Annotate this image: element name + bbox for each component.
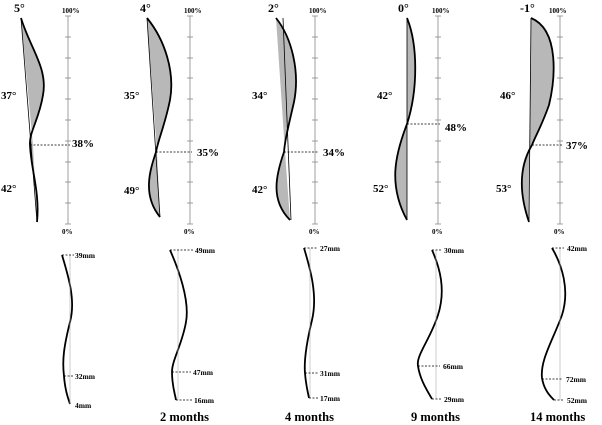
panel-2: 4° 100% 0% 35% 35° 49° 49mm 47mm 16mm 2 … xyxy=(124,1,219,424)
panel-2-chord xyxy=(146,17,161,218)
panel-4-lower-angle: 52° xyxy=(373,183,388,195)
panel-2-trace xyxy=(169,249,188,401)
panel-1-scale-ticks xyxy=(65,15,71,225)
panel-5-mm-mid: 72mm xyxy=(566,375,587,384)
panel-1: 5° 100% 0% 38% 37° 42° 39mm 32mm 4mm xyxy=(1,1,96,410)
panel-1-top-angle: 5° xyxy=(14,1,25,15)
panel-5-scale-bottom: 0% xyxy=(554,228,565,236)
panel-3-curve-area xyxy=(276,18,296,220)
panel-3: 2° 100% 0% 34% 34° 42° 27mm 31mm 17mm 4 … xyxy=(252,1,345,424)
panel-3-month-label: 4 months xyxy=(285,410,334,424)
panel-3-mm-bottom: 17mm xyxy=(320,394,341,403)
panel-2-upper-angle: 35° xyxy=(124,90,139,102)
panel-5-curve-area xyxy=(521,18,554,222)
panel-5-mm-top: 42mm xyxy=(567,244,588,253)
panel-5-scale-top: 100% xyxy=(549,7,567,15)
panel-4-inflection-pct: 48% xyxy=(445,122,467,134)
panel-3-scale-ticks xyxy=(312,15,318,225)
panel-5-mm-bottom: 52mm xyxy=(567,396,588,405)
panel-2-mm-mid: 47mm xyxy=(193,368,214,377)
panel-5-inflection-pct: 37% xyxy=(566,140,588,152)
panel-5-lower-angle: 53° xyxy=(496,183,511,195)
panel-4-upper-angle: 42° xyxy=(377,90,392,102)
panel-5-top-angle: -1° xyxy=(520,1,535,15)
panel-2-mm-bottom: 16mm xyxy=(194,396,215,405)
panel-1-upper-angle: 37° xyxy=(1,90,16,102)
panel-2-mm-top: 49mm xyxy=(195,246,216,255)
panel-3-top-angle: 2° xyxy=(268,1,279,15)
panel-4-top-angle: 0° xyxy=(398,1,409,15)
panel-2-curve xyxy=(146,17,173,218)
panel-4-month-label: 9 months xyxy=(411,410,460,424)
panel-2-scale-ticks xyxy=(187,15,193,225)
panel-1-mm-mid: 32mm xyxy=(75,372,96,381)
panel-4-scale-ticks xyxy=(435,15,441,225)
panel-3-lower-angle: 42° xyxy=(252,184,267,196)
panel-4-mm-mid: 66mm xyxy=(443,362,464,371)
panel-4-mm-bottom: 29mm xyxy=(444,395,465,404)
panel-5-upper-angle: 46° xyxy=(500,90,515,102)
panel-2-inflection-pct: 35% xyxy=(197,147,219,159)
panel-1-lower-angle: 42° xyxy=(1,183,16,195)
panel-4-curve-area xyxy=(395,18,416,220)
panel-3-scale-bottom: 0% xyxy=(309,228,320,236)
panel-1-mm-bottom: 4mm xyxy=(75,401,92,410)
panel-3-mm-top: 27mm xyxy=(320,244,341,253)
panel-2-scale-bottom: 0% xyxy=(184,228,195,236)
panel-2-curve-area xyxy=(147,18,172,217)
panel-3-chord xyxy=(282,17,292,221)
panel-1-chord xyxy=(20,17,38,223)
panel-5-month-label: 14 months xyxy=(530,410,585,424)
panel-1-inflection-pct: 38% xyxy=(72,138,94,150)
panel-3-inflection-pct: 34% xyxy=(323,147,345,159)
panel-1-curve xyxy=(20,17,45,223)
panel-4-scale-top: 100% xyxy=(432,7,450,15)
panel-2-lower-angle: 49° xyxy=(124,185,139,197)
panel-5-chord xyxy=(528,17,532,223)
panel-3-upper-angle: 34° xyxy=(252,90,267,102)
panel-1-scale-bottom: 0% xyxy=(62,228,73,236)
panel-1-curve-area xyxy=(21,18,44,222)
panel-3-scale-top: 100% xyxy=(309,7,327,15)
panel-2-month-label: 2 months xyxy=(160,410,209,424)
panel-5: -1° 100% 0% 37% 46° 53° 42mm 72mm 52mm 1… xyxy=(496,1,588,424)
panel-2-top-angle: 4° xyxy=(140,1,151,15)
panel-2-scale-top: 100% xyxy=(184,7,202,15)
panel-3-trace xyxy=(303,247,316,399)
panel-4-trace xyxy=(417,249,443,400)
panel-3-mm-mid: 31mm xyxy=(320,369,341,378)
panel-5-curve xyxy=(520,17,555,223)
panel-1-scale-top: 100% xyxy=(62,7,80,15)
panel-3-curve xyxy=(275,17,297,221)
panel-1-mm-top: 39mm xyxy=(75,251,96,260)
panel-4: 0° 100% 0% 48% 42° 52° 30mm 66mm 29mm 9 … xyxy=(373,1,467,424)
panel-5-scale-ticks xyxy=(557,15,563,225)
panel-5-trace xyxy=(540,247,567,401)
panel-1-trace xyxy=(61,254,74,405)
panel-4-scale-bottom: 0% xyxy=(432,228,443,236)
panel-4-mm-top: 30mm xyxy=(444,246,465,255)
